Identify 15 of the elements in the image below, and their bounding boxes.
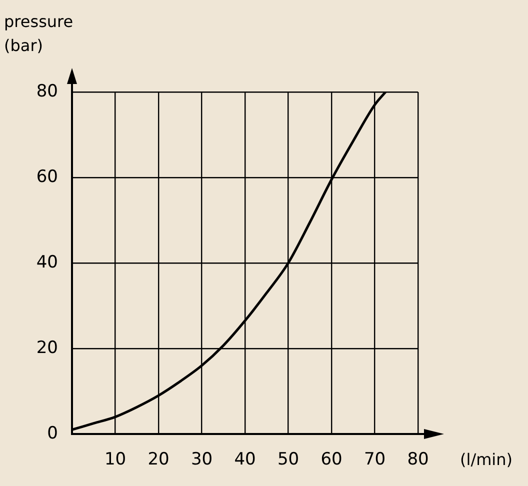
y-tick-label: 20 [36, 338, 58, 358]
x-tick-label: 80 [407, 450, 429, 470]
x-tick-label: 30 [190, 450, 213, 470]
y-axis-title: pressure (bar) [4, 11, 74, 57]
x-tick-label: 50 [277, 450, 300, 470]
x-tick-label: 10 [104, 450, 126, 470]
x-tick-label: 60 [320, 450, 342, 470]
x-tick-label: 70 [364, 450, 386, 470]
y-tick-label: 0 [47, 423, 58, 444]
y-tick-label: 80 [36, 81, 58, 102]
x-axis-title: (l/min) [460, 449, 512, 471]
x-tick-label: 40 [234, 450, 256, 470]
y-tick-label: 60 [36, 166, 58, 187]
y-tick-label: 40 [36, 252, 58, 272]
x-tick-label: 20 [148, 450, 170, 470]
